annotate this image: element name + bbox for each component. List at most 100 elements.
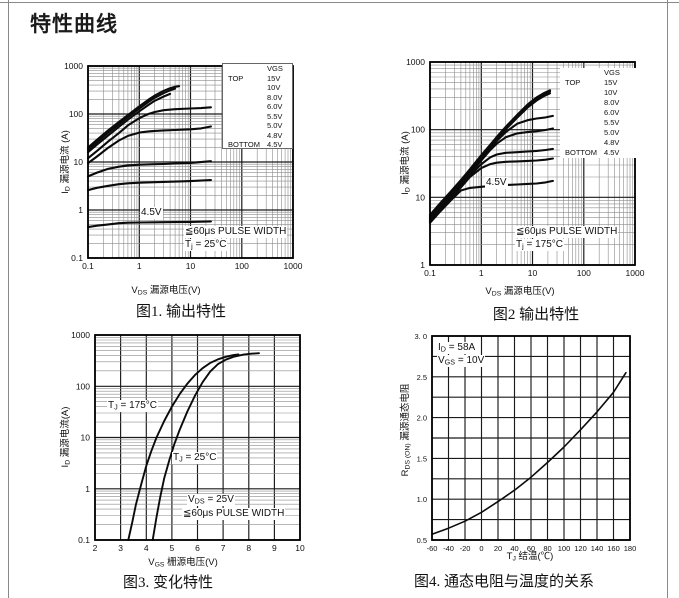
x-tick-label: -20 (460, 544, 471, 553)
x-axis-label: VDS 漏源电压(V) (485, 285, 555, 298)
legend-value: 10V (604, 88, 618, 97)
legend-position-label: TOP (565, 78, 581, 87)
y-tick-label: 1 (420, 260, 425, 270)
x-tick-label: 100 (577, 268, 591, 278)
figure3-transfer-characteristics: 2 3 4 5 6 7 8 9 10 1000 100 10 1 0.1 图3. 变化特性 VGS 栅源电… (40, 325, 340, 595)
legend-value: 5.5V (267, 111, 283, 121)
page-border-right (667, 0, 668, 598)
y-axis-label: ID 漏源电流(A) (59, 406, 72, 468)
x-tick-label: 140 (591, 544, 604, 553)
series-curve (86, 220, 212, 229)
legend-row: 4.8V (560, 138, 636, 148)
y-tick-label: 1000 (64, 61, 83, 71)
x-tick-label: 20 (494, 544, 502, 553)
y-tick-label: 10 (74, 157, 84, 167)
legend-row: 4.8V (223, 131, 292, 141)
x-tick-label: 4 (144, 543, 149, 553)
x-tick-label: 0 (479, 544, 483, 553)
y-tick-label: 10 (416, 192, 426, 202)
y-tick-label: 2.5 (417, 373, 427, 382)
legend-row: BOTTOM 4.5V (560, 148, 636, 158)
legend-row: 10V (560, 88, 636, 98)
annotation: Tj = 25°C (184, 239, 228, 251)
legend-value: VGS (604, 68, 620, 77)
page-border-left (8, 0, 9, 598)
x-tick-label: 1 (137, 261, 142, 271)
tick-labels: 2 3 4 5 6 7 8 9 10 1000 100 10 1 0.1 (71, 330, 305, 553)
x-tick-label: 7 (221, 543, 226, 553)
legend: VGS TOP 15V 10V 8.0V 6.0V 5.5V 5.0V 4.8V BOTTOM 4.… (222, 63, 293, 149)
x-tick-label: 6 (195, 543, 200, 553)
legend-value: 6.0V (604, 108, 620, 117)
figure2-output-characteristics: 0.1 1 10 100 1000 1000 100 10 1 图2 输出特性 VDS 漏源电压… (385, 42, 679, 327)
plot-border (94, 334, 301, 541)
page-border-top (0, 2, 679, 3)
x-tick-label: 10 (528, 268, 538, 278)
annotation: ID = 58A (437, 342, 477, 354)
y-tick-label: 10 (81, 433, 91, 443)
curves (431, 371, 627, 536)
legend-row: 5.5V (560, 118, 636, 128)
legend-value: 8.0V (604, 98, 620, 107)
legend-row: 10V (223, 83, 292, 93)
y-tick-label: 1.0 (417, 495, 427, 504)
figure4-rdson-vs-temperature: -60 -40 -20 0 20 40 60 80 100 120 140 160 180 3. 0 2.5… (385, 325, 679, 590)
x-tick-label: 0.1 (82, 261, 94, 271)
x-tick-label: 8 (246, 543, 251, 553)
y-axis-label: RDS (ON) 漏源通态电阻 (399, 383, 412, 477)
y-tick-label: 1 (78, 205, 83, 215)
series-curve (428, 157, 554, 223)
y-tick-label: 0.5 (417, 536, 427, 545)
annotation: ≦60μs PULSE WIDTH (515, 226, 619, 238)
legend-value: 5.0V (267, 121, 283, 131)
y-tick-label: 0.1 (71, 253, 83, 263)
legend-position-label: BOTTOM (228, 140, 260, 150)
y-axis-label: ID 漏源电流 (A) (59, 130, 72, 194)
y-tick-label: 100 (69, 109, 83, 119)
tick-labels: -60 -40 -20 0 20 40 60 80 100 120 140 160 180 3. 0 2.5… (414, 332, 636, 553)
series-curve (431, 371, 627, 536)
annotation: VGS = 10V (437, 355, 486, 367)
x-tick-label: 2 (93, 543, 98, 553)
figure4-caption: 图4. 通态电阻与温度的关系 (413, 574, 595, 590)
x-tick-label: 40 (510, 544, 518, 553)
x-axis-label: VDS 漏源电压(V) (131, 284, 201, 297)
legend-row: BOTTOM 4.5V (223, 140, 292, 150)
series-curve (151, 352, 260, 541)
legend-row: VGS (560, 68, 636, 78)
series-curve (86, 92, 172, 154)
series-curve (86, 179, 212, 192)
y-tick-label: 2.0 (417, 414, 427, 423)
legend-row: 5.0V (223, 121, 292, 131)
figure3-plot: 2 3 4 5 6 7 8 9 10 1000 100 10 1 0.1 (71, 330, 305, 553)
y-tick-label: 1000 (71, 330, 90, 340)
legend: VGS TOP 15V 10V 8.0V 6.0V 5.5V 5.0V 4.8V BOTTOM 4.… (560, 68, 636, 158)
annotation: Tj = 175°C (515, 239, 565, 251)
y-tick-label: 1 (85, 484, 90, 494)
x-tick-label: 3 (118, 543, 123, 553)
legend-row: 5.0V (560, 128, 636, 138)
x-tick-label: 10 (186, 261, 196, 271)
x-tick-label: 1 (479, 268, 484, 278)
legend-value: 5.0V (604, 128, 620, 137)
x-tick-label: 9 (272, 543, 277, 553)
figure1-caption: 图1. 输出特性 (135, 304, 227, 320)
x-tick-label: 60 (527, 544, 535, 553)
legend-row: 6.0V (560, 108, 636, 118)
series-curve (127, 353, 240, 541)
annotation: VDS = 25V (187, 494, 235, 506)
legend-value: 4.8V (267, 130, 283, 140)
x-tick-label: 100 (235, 261, 249, 271)
y-tick-label: 1000 (406, 57, 425, 67)
legend-position-label: TOP (228, 73, 244, 83)
x-axis-label: VGS 栅源电压(V) (148, 556, 218, 569)
y-tick-label: 100 (76, 381, 90, 391)
x-tick-label: 5 (170, 543, 175, 553)
page-title: 特性曲线 (30, 12, 118, 36)
annotation: 4.5V (485, 177, 508, 189)
figure1-output-characteristics: 0.1 1 10 100 1000 1000 100 10 1 0.1 图1. 输出特性 VDS … (40, 46, 340, 331)
annotation: TJ = 175°C (107, 400, 159, 412)
curves (428, 89, 554, 224)
x-tick-label: 1000 (284, 261, 303, 271)
